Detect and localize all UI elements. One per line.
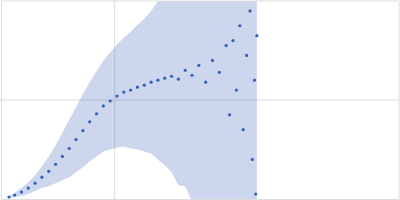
point (204, 81, 207, 84)
point (163, 77, 166, 80)
point (88, 120, 91, 123)
point (13, 193, 16, 196)
point (251, 158, 254, 161)
point (102, 104, 105, 107)
error-band (9, 1, 257, 199)
point (190, 74, 193, 77)
point (255, 34, 258, 37)
point (197, 64, 200, 67)
point (95, 112, 98, 115)
tick (115, 199, 116, 200)
frame (1, 1, 399, 2)
point (150, 81, 153, 84)
point (115, 94, 118, 97)
point (68, 147, 71, 150)
point (74, 138, 77, 141)
axis (2, 199, 400, 200)
point (242, 128, 245, 131)
point (47, 170, 50, 173)
point (170, 75, 173, 78)
point (61, 155, 64, 158)
point (235, 89, 238, 92)
point (122, 90, 125, 93)
point (218, 71, 221, 74)
point (109, 99, 112, 102)
point (253, 79, 256, 82)
point (54, 163, 57, 166)
tick (0, 100, 1, 101)
point (238, 24, 241, 27)
point (40, 176, 43, 179)
point (129, 89, 132, 92)
point (20, 190, 23, 193)
point (27, 187, 30, 190)
frame (399, 1, 400, 199)
point (228, 113, 231, 116)
point (211, 59, 214, 62)
point (136, 86, 139, 89)
chart (0, 0, 400, 200)
tick-mark (0, 100, 1, 101)
point (177, 78, 180, 81)
axis-line (2, 199, 400, 200)
axis-line (1, 2, 2, 200)
point (156, 79, 159, 82)
point (254, 192, 257, 195)
point (81, 129, 84, 132)
plot-area (7, 1, 258, 199)
point (7, 195, 10, 198)
point (248, 9, 251, 12)
point (143, 84, 146, 87)
point (225, 44, 228, 47)
tick-mark (115, 199, 116, 200)
point (245, 54, 248, 57)
point (231, 39, 234, 42)
point (184, 69, 187, 72)
axis (0, 2, 2, 200)
point (34, 182, 37, 185)
